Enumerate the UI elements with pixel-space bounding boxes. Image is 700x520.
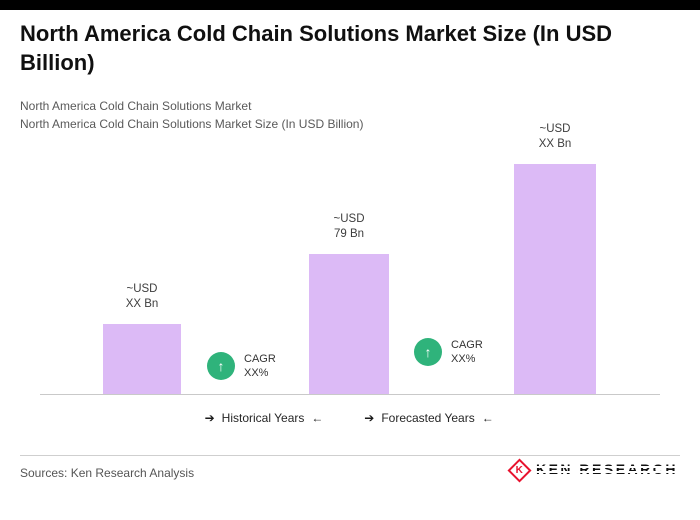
- cagr-line-1: CAGR: [451, 339, 483, 351]
- ken-research-logo: K KEN RESEARCH: [507, 457, 680, 483]
- cagr-annotation-2: ↑ CAGR XX%: [414, 338, 483, 366]
- up-arrow-icon: ↑: [207, 352, 235, 380]
- cagr-line-1: CAGR: [244, 353, 276, 365]
- logo-stripe: [533, 466, 680, 468]
- footer-divider: [20, 455, 680, 456]
- bar-current: [309, 254, 389, 394]
- left-arrow-icon: ←: [481, 411, 494, 425]
- bar-value-label: ~USD XX Bn: [125, 283, 159, 311]
- x-axis-labels: ➔ Historical Years ← ➔ Forecasted Years ←: [0, 406, 700, 430]
- bar-group-historical: ~USD XX Bn: [103, 282, 181, 394]
- top-accent-bar: [0, 0, 700, 10]
- subtitle-line-1: North America Cold Chain Solutions Marke…: [20, 99, 252, 113]
- page-title: North America Cold Chain Solutions Marke…: [20, 21, 613, 75]
- subtitle-line-2: North America Cold Chain Solutions Marke…: [20, 117, 364, 131]
- logo-letter: K: [515, 463, 524, 475]
- logo-k-diamond-icon: K: [507, 457, 532, 483]
- cagr-line-2: XX%: [244, 367, 269, 379]
- axis-label-forecasted-years: ➔ Forecasted Years ←: [357, 411, 500, 425]
- bar-value-label: ~USD 79 Bn: [333, 213, 365, 241]
- logo-stripe: [533, 471, 680, 473]
- bar-group-current: ~USD 79 Bn: [309, 212, 389, 394]
- up-arrow-icon: ↑: [414, 338, 442, 366]
- cagr-annotation-1: ↑ CAGR XX%: [207, 352, 276, 380]
- axis-label-historical-years: ➔ Historical Years ←: [198, 411, 331, 425]
- sources-text: Sources: Ken Research Analysis: [20, 466, 195, 480]
- bar-forecast: [514, 164, 596, 394]
- bar-value-label: ~USD XX Bn: [538, 123, 572, 151]
- cagr-label: CAGR XX%: [451, 338, 483, 366]
- axis-label-text: Historical Years: [221, 411, 305, 425]
- right-arrow-icon: ➔: [364, 411, 375, 425]
- bar-chart: ~USD XX Bn ~USD 79 Bn ~USD XX Bn ↑ CAGR …: [40, 120, 660, 395]
- left-arrow-icon: ←: [311, 411, 324, 425]
- bar-group-forecast: ~USD XX Bn: [514, 122, 596, 394]
- axis-label-text: Forecasted Years: [381, 411, 475, 425]
- right-arrow-icon: ➔: [204, 411, 215, 425]
- bar-historical: [103, 324, 181, 394]
- logo-text-wrap: KEN RESEARCH: [533, 461, 680, 479]
- cagr-line-2: XX%: [451, 353, 476, 365]
- logo-text: KEN RESEARCH: [535, 461, 678, 477]
- cagr-label: CAGR XX%: [244, 352, 276, 380]
